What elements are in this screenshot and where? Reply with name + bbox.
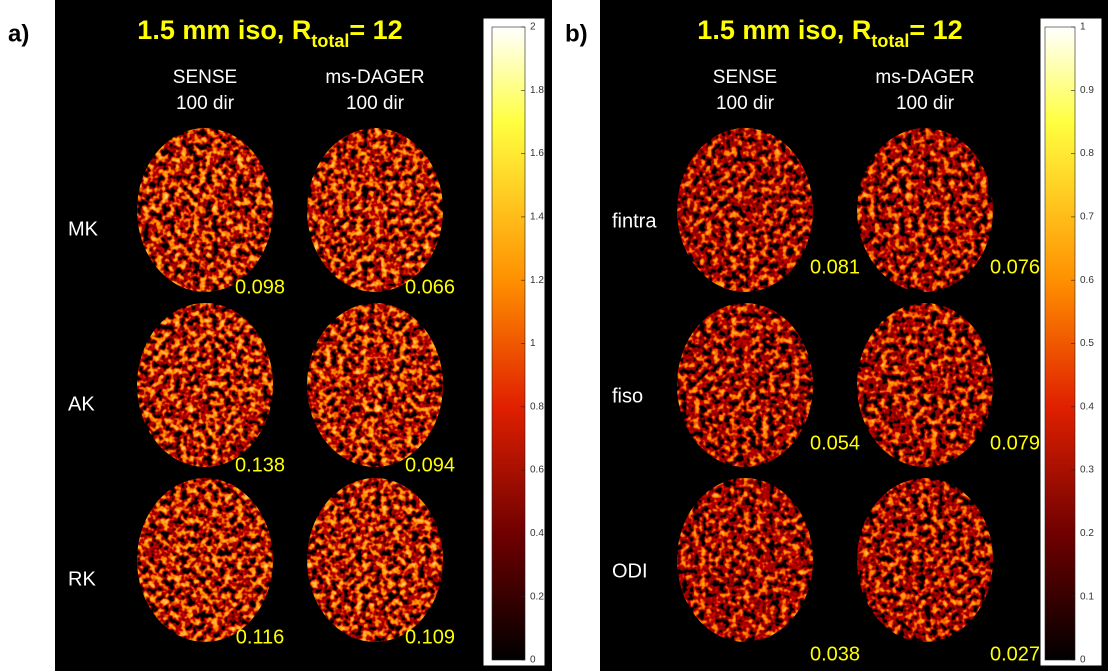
colorbar-tick-label: 0.6 <box>530 465 544 476</box>
error-value: 0.038 <box>810 643 860 665</box>
column-header: SENSE <box>173 67 237 88</box>
error-value: 0.076 <box>990 256 1040 278</box>
colorbar-tick-label: 0.1 <box>1080 591 1094 602</box>
title-part: 1.5 mm iso, R <box>697 15 871 45</box>
colorbar-tick-label: 0.4 <box>1080 401 1094 412</box>
error-value: 0.054 <box>810 432 860 454</box>
colorbar-tick-label: 0.9 <box>1080 85 1094 96</box>
colorbar-tick-label: 1 <box>530 338 536 349</box>
colorbar-tick-label: 0.2 <box>530 591 544 602</box>
colorbar <box>492 27 525 660</box>
column-header: ms-DAGER <box>875 67 974 88</box>
row-label: AK <box>68 393 95 415</box>
colorbar-tick-label: 1.2 <box>530 275 544 286</box>
colorbar-tick-label: 2 <box>530 22 536 33</box>
error-value: 0.138 <box>235 454 285 476</box>
colorbar-tick-label: 0 <box>530 655 536 666</box>
row-label: RK <box>68 568 96 590</box>
error-value: 0.081 <box>810 256 860 278</box>
title-part: = 12 <box>349 15 402 45</box>
error-value: 0.109 <box>405 626 455 648</box>
error-value: 0.094 <box>405 454 455 476</box>
colorbar-tick-label: 0.7 <box>1080 212 1094 223</box>
panel-label: b) <box>565 20 588 47</box>
column-header: 100 dir <box>896 93 955 114</box>
panel-background <box>55 0 552 671</box>
error-value: 0.098 <box>235 276 285 298</box>
title-part: = 12 <box>909 15 962 45</box>
row-label: fintra <box>612 210 657 232</box>
colorbar-tick-label: 1.6 <box>530 148 544 159</box>
column-header: 100 dir <box>346 93 405 114</box>
colorbar <box>1045 27 1075 660</box>
column-header: 100 dir <box>716 93 775 114</box>
figure: a)1.5 mm iso, Rtotal= 12SENSE100 dirms-D… <box>0 0 1108 671</box>
colorbar-tick-label: 0.3 <box>1080 465 1094 476</box>
error-value: 0.079 <box>990 432 1040 454</box>
colorbar-tick-label: 0.8 <box>530 401 544 412</box>
panel-background <box>600 0 1108 671</box>
title-part: total <box>311 31 349 51</box>
column-header: 100 dir <box>176 93 235 114</box>
title-part: total <box>871 31 909 51</box>
colorbar-tick-label: 1.4 <box>530 212 544 223</box>
error-value: 0.027 <box>990 643 1040 665</box>
row-label: fiso <box>612 385 643 407</box>
colorbar-tick-label: 0 <box>1080 655 1086 666</box>
row-label: MK <box>68 218 99 240</box>
colorbar-tick-label: 0.4 <box>530 528 544 539</box>
column-header: ms-DAGER <box>325 67 424 88</box>
colorbar-tick-label: 1.8 <box>530 85 544 96</box>
colorbar-tick-label: 0.8 <box>1080 148 1094 159</box>
column-header: SENSE <box>713 67 777 88</box>
colorbar-tick-label: 0.5 <box>1080 338 1094 349</box>
error-value: 0.066 <box>405 276 455 298</box>
error-value: 0.116 <box>236 626 285 648</box>
panel-label: a) <box>8 20 29 47</box>
colorbar-tick-label: 0.2 <box>1080 528 1094 539</box>
colorbar-tick-label: 1 <box>1080 22 1086 33</box>
title-part: 1.5 mm iso, R <box>137 15 311 45</box>
colorbar-tick-label: 0.6 <box>1080 275 1094 286</box>
row-label: ODI <box>612 560 648 582</box>
